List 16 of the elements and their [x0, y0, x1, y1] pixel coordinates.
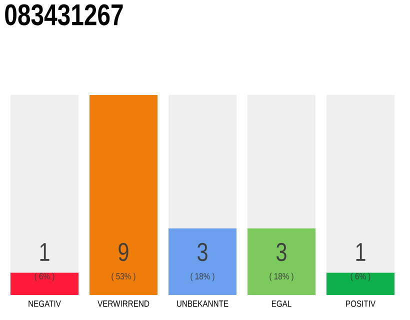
x-tick-label: POSITIV [346, 300, 376, 307]
annotation: ( 53% ) [112, 272, 136, 282]
annotation: ( 18% ) [190, 272, 214, 282]
x-tick-label: UNBEKANNTE [177, 300, 228, 307]
x-tick-label: NEGATIV [28, 300, 61, 307]
annotation: ( 6% ) [34, 272, 54, 282]
data-label: 1 [40, 243, 50, 261]
x-tick-label: VERWIRREND [98, 300, 150, 307]
data-label: 1 [356, 243, 366, 261]
chart-title: 083431267 [5, 4, 123, 26]
annotation: ( 6% ) [350, 272, 370, 282]
x-tick-label: EGAL [272, 300, 292, 307]
data-label: 3 [276, 242, 286, 262]
data-label: 9 [118, 242, 128, 262]
data-label: 3 [198, 242, 208, 262]
annotation: ( 18% ) [270, 272, 294, 282]
